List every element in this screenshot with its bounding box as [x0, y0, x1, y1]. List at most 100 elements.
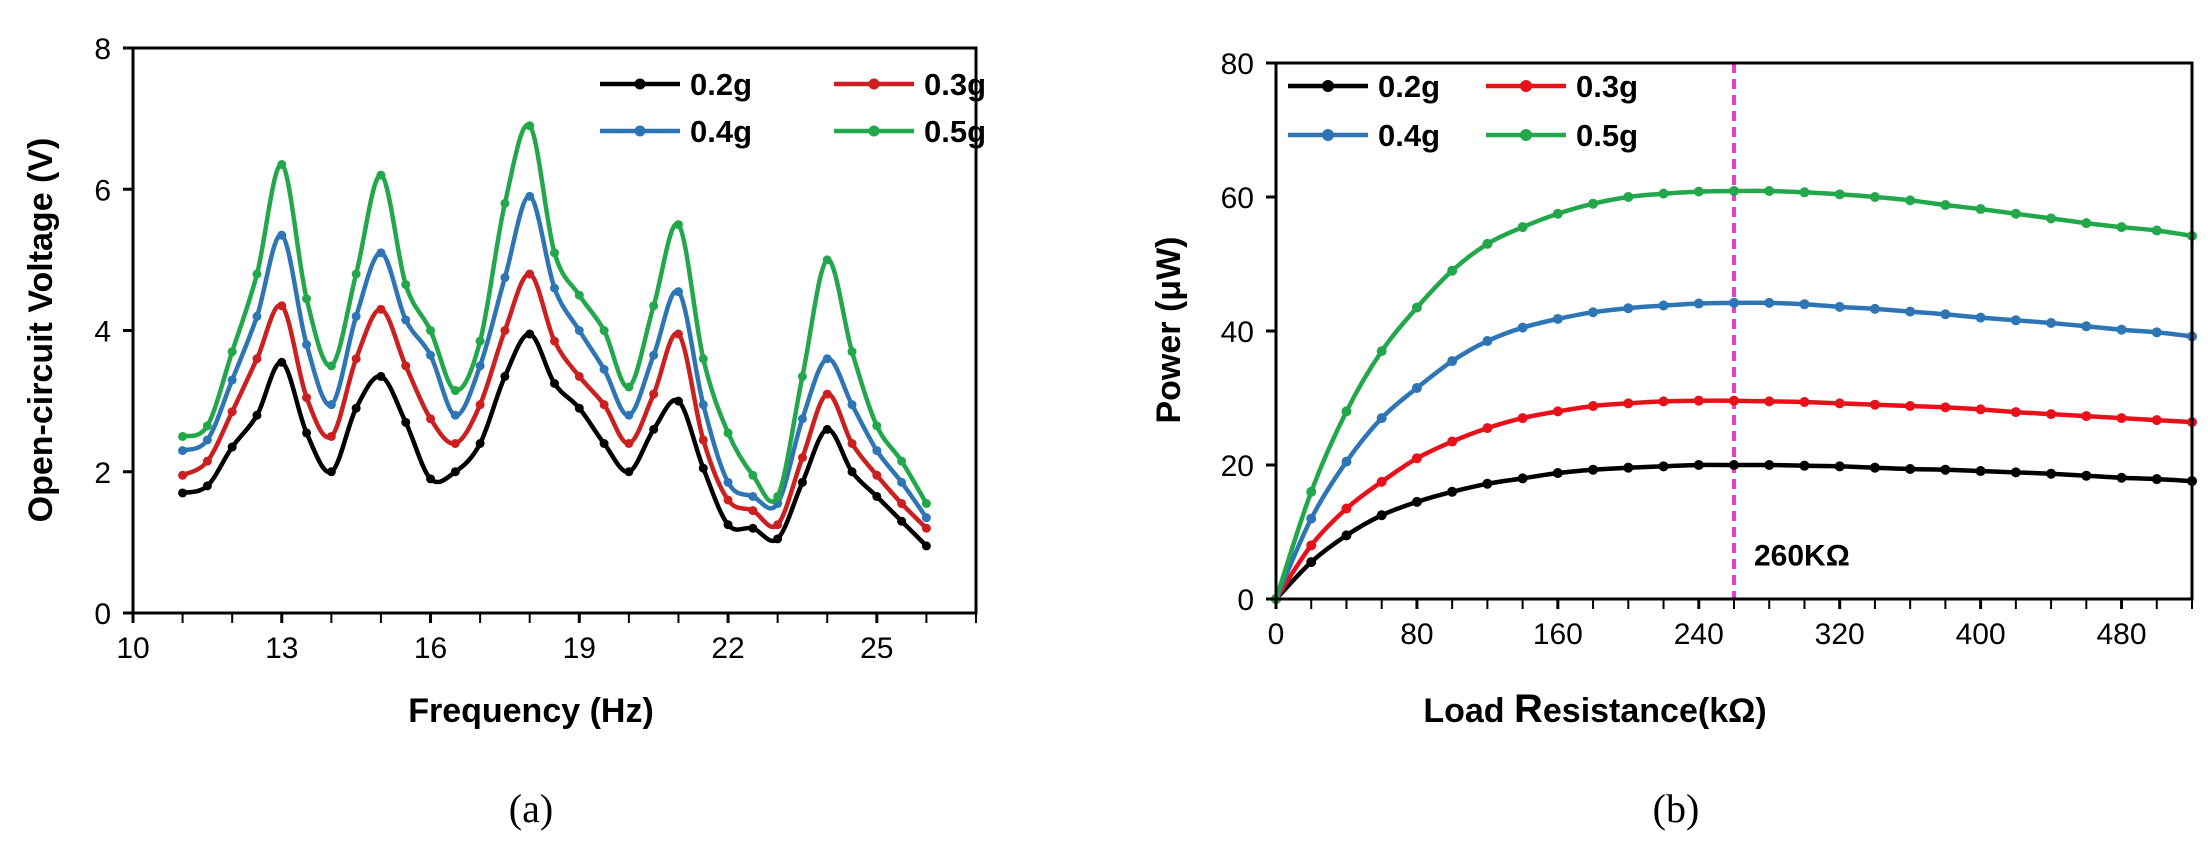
x-title-rest: esistance(kΩ) — [1543, 692, 1767, 730]
data-point-0.5g — [872, 421, 882, 431]
data-point-0.4g — [227, 375, 237, 385]
data-point-0.3g — [1376, 476, 1387, 487]
data-point-0.5g — [227, 347, 237, 357]
x-tick-label: 80 — [1400, 618, 1433, 651]
data-point-0.5g — [1869, 192, 1880, 202]
data-point-0.3g — [1940, 402, 1951, 413]
legend-marker-0.2g — [634, 78, 646, 90]
x-tick-label: 16 — [414, 632, 447, 665]
data-point-0.4g — [1658, 300, 1669, 311]
y-tick-label: 60 — [1221, 182, 1254, 215]
data-point-0.5g — [2010, 208, 2021, 219]
data-point-0.2g — [450, 467, 460, 477]
data-point-0.4g — [550, 283, 559, 293]
data-point-0.4g — [252, 311, 262, 321]
panel-a-label: (a) — [509, 786, 553, 831]
data-point-0.4g — [797, 414, 807, 424]
data-point-0.5g — [450, 386, 460, 396]
data-point-0.3g — [1799, 397, 1810, 408]
data-point-0.2g — [624, 467, 634, 477]
y-tick-label: 2 — [94, 457, 111, 490]
series-line-0.4g — [181, 194, 929, 519]
data-point-0.5g — [748, 470, 758, 480]
data-point-0.4g — [1764, 297, 1775, 308]
data-point-0.4g — [1341, 456, 1352, 467]
legend-marker-0.2g — [1322, 80, 1334, 92]
data-point-0.5g — [673, 220, 683, 230]
data-point-0.4g — [500, 273, 510, 283]
x-tick-label: 22 — [711, 632, 744, 665]
data-point-0.4g — [649, 350, 659, 360]
data-point-0.4g — [1306, 513, 1317, 524]
data-point-0.2g — [822, 424, 832, 434]
data-point-0.2g — [475, 439, 485, 448]
panel-b-label: (b) — [1653, 786, 1700, 831]
data-point-0.2g — [698, 463, 708, 473]
data-point-0.2g — [1411, 496, 1422, 507]
x-tick-label: 19 — [563, 632, 596, 665]
data-point-0.5g — [202, 421, 212, 431]
data-point-0.4g — [673, 287, 683, 297]
data-point-0.2g — [574, 403, 584, 413]
data-point-0.2g — [227, 442, 237, 452]
data-point-0.3g — [2151, 415, 2162, 426]
data-point-0.2g — [1341, 530, 1352, 541]
data-point-0.5g — [773, 491, 783, 501]
data-point-0.4g — [2116, 324, 2127, 335]
data-point-0.4g — [426, 350, 436, 360]
data-point-0.3g — [1341, 503, 1352, 514]
data-point-0.5g — [2151, 225, 2162, 236]
data-point-0.3g — [1729, 395, 1739, 406]
data-point-0.3g — [1658, 396, 1669, 407]
data-point-0.2g — [376, 371, 386, 381]
data-point-0.2g — [2151, 474, 2162, 485]
data-point-0.4g — [1552, 313, 1563, 324]
data-point-0.5g — [1799, 187, 1810, 198]
legend-marker-0.4g — [1322, 129, 1334, 141]
data-point-0.3g — [748, 506, 758, 516]
data-point-0.5g — [822, 255, 832, 265]
data-point-0.3g — [1447, 436, 1458, 447]
data-point-0.3g — [574, 371, 584, 381]
data-point-0.3g — [773, 520, 783, 530]
data-point-0.5g — [1447, 265, 1458, 276]
data-point-0.2g — [1799, 460, 1810, 471]
data-point-0.5g — [1482, 238, 1493, 249]
data-point-0.3g — [326, 431, 336, 441]
data-point-0.3g — [2081, 411, 2092, 422]
data-point-0.5g — [1975, 204, 1986, 215]
data-point-0.4g — [1482, 336, 1493, 347]
data-point-0.2g — [1517, 473, 1528, 484]
data-point-0.2g — [525, 329, 535, 339]
data-point-0.4g — [450, 410, 460, 420]
data-point-0.3g — [1623, 398, 1634, 409]
data-point-0.4g — [2151, 327, 2162, 338]
data-point-0.5g — [1764, 185, 1775, 196]
data-point-0.2g — [748, 523, 758, 533]
data-point-0.3g — [500, 326, 510, 335]
data-point-0.5g — [326, 361, 336, 371]
data-point-0.3g — [797, 453, 807, 463]
data-point-0.4g — [1834, 301, 1845, 312]
data-point-0.2g — [2010, 467, 2021, 478]
data-point-0.2g — [1834, 461, 1845, 472]
data-point-0.4g — [1447, 356, 1458, 367]
data-point-0.2g — [649, 424, 659, 434]
x-tick-label: 0 — [1268, 618, 1285, 651]
data-point-0.5g — [1306, 486, 1317, 497]
data-point-0.3g — [2116, 413, 2127, 424]
data-point-0.2g — [2046, 468, 2057, 479]
data-point-0.5g — [1905, 195, 1916, 206]
y-tick-label: 8 — [94, 33, 111, 66]
data-point-0.2g — [1693, 460, 1704, 470]
y-tick-label: 20 — [1221, 450, 1254, 483]
data-point-0.4g — [1799, 299, 1810, 310]
data-point-0.3g — [1552, 406, 1563, 417]
series-line-0.2g — [181, 331, 928, 548]
data-point-0.5g — [1552, 208, 1563, 219]
x-tick-label: 160 — [1533, 618, 1583, 651]
data-point-0.2g — [1975, 466, 1986, 477]
data-point-0.2g — [2081, 470, 2092, 481]
data-point-0.4g — [574, 326, 584, 335]
data-point-0.5g — [897, 456, 907, 466]
